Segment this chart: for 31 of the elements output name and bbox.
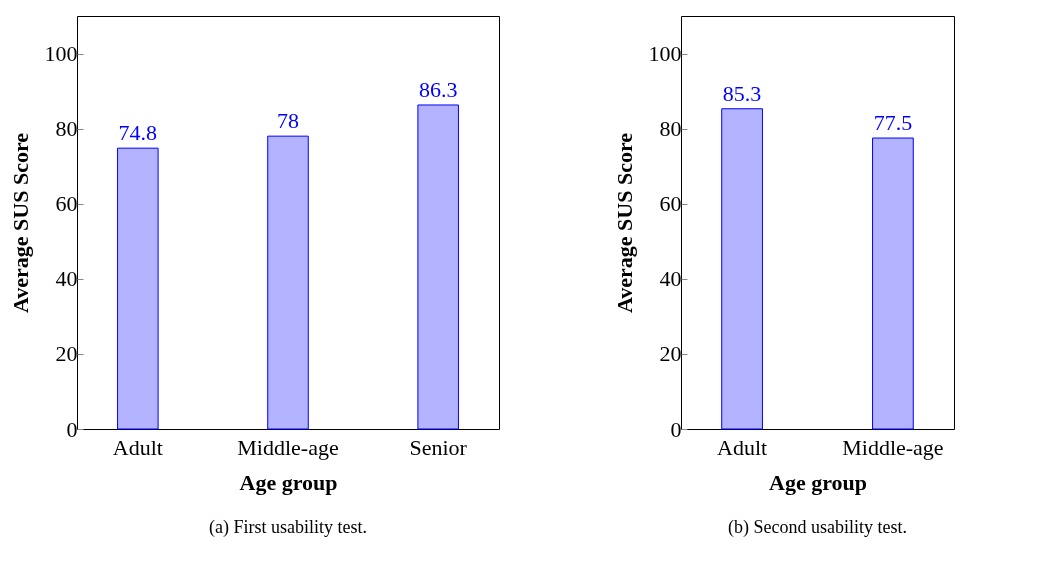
y-tick-label: 100 bbox=[648, 41, 682, 67]
bar bbox=[117, 147, 159, 430]
y-axis-title: Average SUS Score bbox=[7, 132, 33, 314]
y-tick-label: 40 bbox=[659, 266, 682, 292]
data-label: 86.3 bbox=[418, 76, 458, 102]
x-tick-label: Middle-age bbox=[237, 434, 339, 460]
x-axis-title: Age group bbox=[769, 469, 867, 495]
y-tick-label: 60 bbox=[659, 191, 682, 217]
y-axis-title: Average SUS Score bbox=[611, 132, 637, 314]
x-tick-label: Adult bbox=[112, 434, 163, 460]
x-axis-title: Age group bbox=[239, 469, 338, 495]
data-label: 85.3 bbox=[722, 80, 762, 106]
bar bbox=[267, 135, 309, 430]
x-tick-label: Middle-age bbox=[842, 434, 944, 460]
text: (a) First usability test. bbox=[209, 517, 367, 538]
y-tick-label: 40 bbox=[55, 266, 78, 292]
y-tick-label: 20 bbox=[659, 341, 682, 367]
text: (b) Second usability test. bbox=[728, 517, 907, 538]
y-tick-label: 60 bbox=[55, 191, 78, 217]
bar bbox=[417, 104, 459, 430]
y-tick-label: 80 bbox=[659, 116, 682, 142]
y-tick-label: 20 bbox=[55, 341, 78, 367]
x-tick-label: Senior bbox=[409, 434, 468, 460]
data-label: 78 bbox=[277, 108, 299, 134]
data-label: 74.8 bbox=[118, 120, 158, 146]
y-tick-label: 0 bbox=[670, 416, 682, 442]
x-tick-label: Adult bbox=[717, 434, 768, 460]
y-tick-label: 80 bbox=[55, 116, 78, 142]
data-label: 77.5 bbox=[873, 110, 913, 136]
y-tick-label: 0 bbox=[66, 416, 78, 442]
y-tick-label: 100 bbox=[44, 41, 78, 67]
